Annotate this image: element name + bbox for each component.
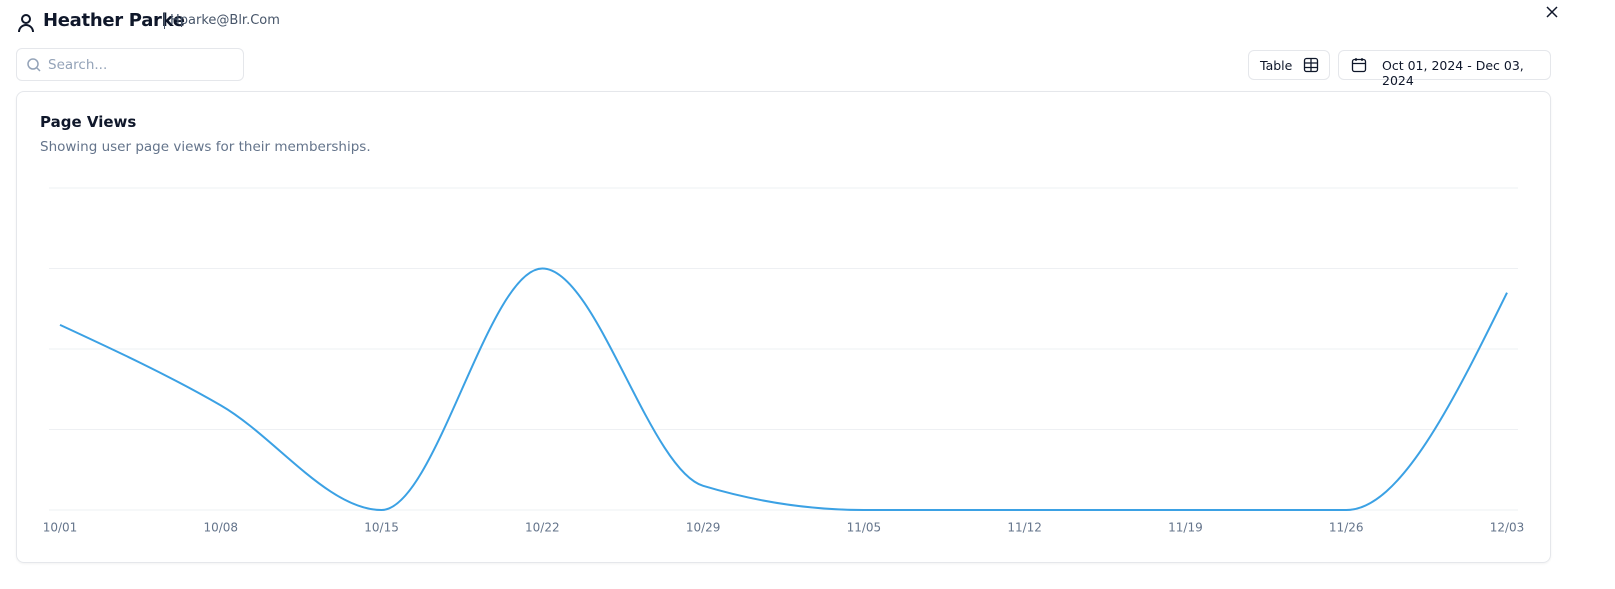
search-box[interactable]: Search... (16, 48, 244, 81)
table-button[interactable]: Table (1248, 50, 1330, 80)
x-tick-label: 12/03 (1490, 521, 1525, 535)
date-range-label: Oct 01, 2024 - Dec 03, 2024 (1382, 58, 1524, 88)
table-icon (1303, 57, 1319, 73)
x-tick-label: 10/15 (364, 521, 399, 535)
x-tick-label: 11/12 (1007, 521, 1042, 535)
x-tick-label: 11/26 (1329, 521, 1364, 535)
chart-title: Page Views (40, 113, 137, 131)
chart-card (16, 91, 1551, 563)
button-label: Table (1260, 58, 1293, 73)
user-name: Heather Parke (43, 10, 185, 31)
search-placeholder: Search... (48, 57, 108, 73)
x-tick-label: 10/29 (686, 521, 721, 535)
line (59, 267, 1508, 512)
x-tick-label: 11/05 (847, 521, 882, 535)
chart-subtitle: Showing user page views for their member… (40, 139, 371, 155)
search-icon (27, 58, 41, 72)
x-tick-label: 10/08 (203, 521, 238, 535)
date-range-button[interactable]: Oct 01, 2024 - Dec 03, 2024 (1338, 50, 1551, 88)
x-tick-label: 10/01 (43, 521, 78, 535)
calendar-icon (1351, 58, 1367, 73)
user-icon (18, 14, 34, 33)
close-button[interactable] (1545, 5, 1559, 19)
x-tick-label: 11/19 (1168, 521, 1203, 535)
user-email: Hparke@Blr.Com (164, 13, 280, 29)
x-tick-label: 10/22 (525, 521, 560, 535)
